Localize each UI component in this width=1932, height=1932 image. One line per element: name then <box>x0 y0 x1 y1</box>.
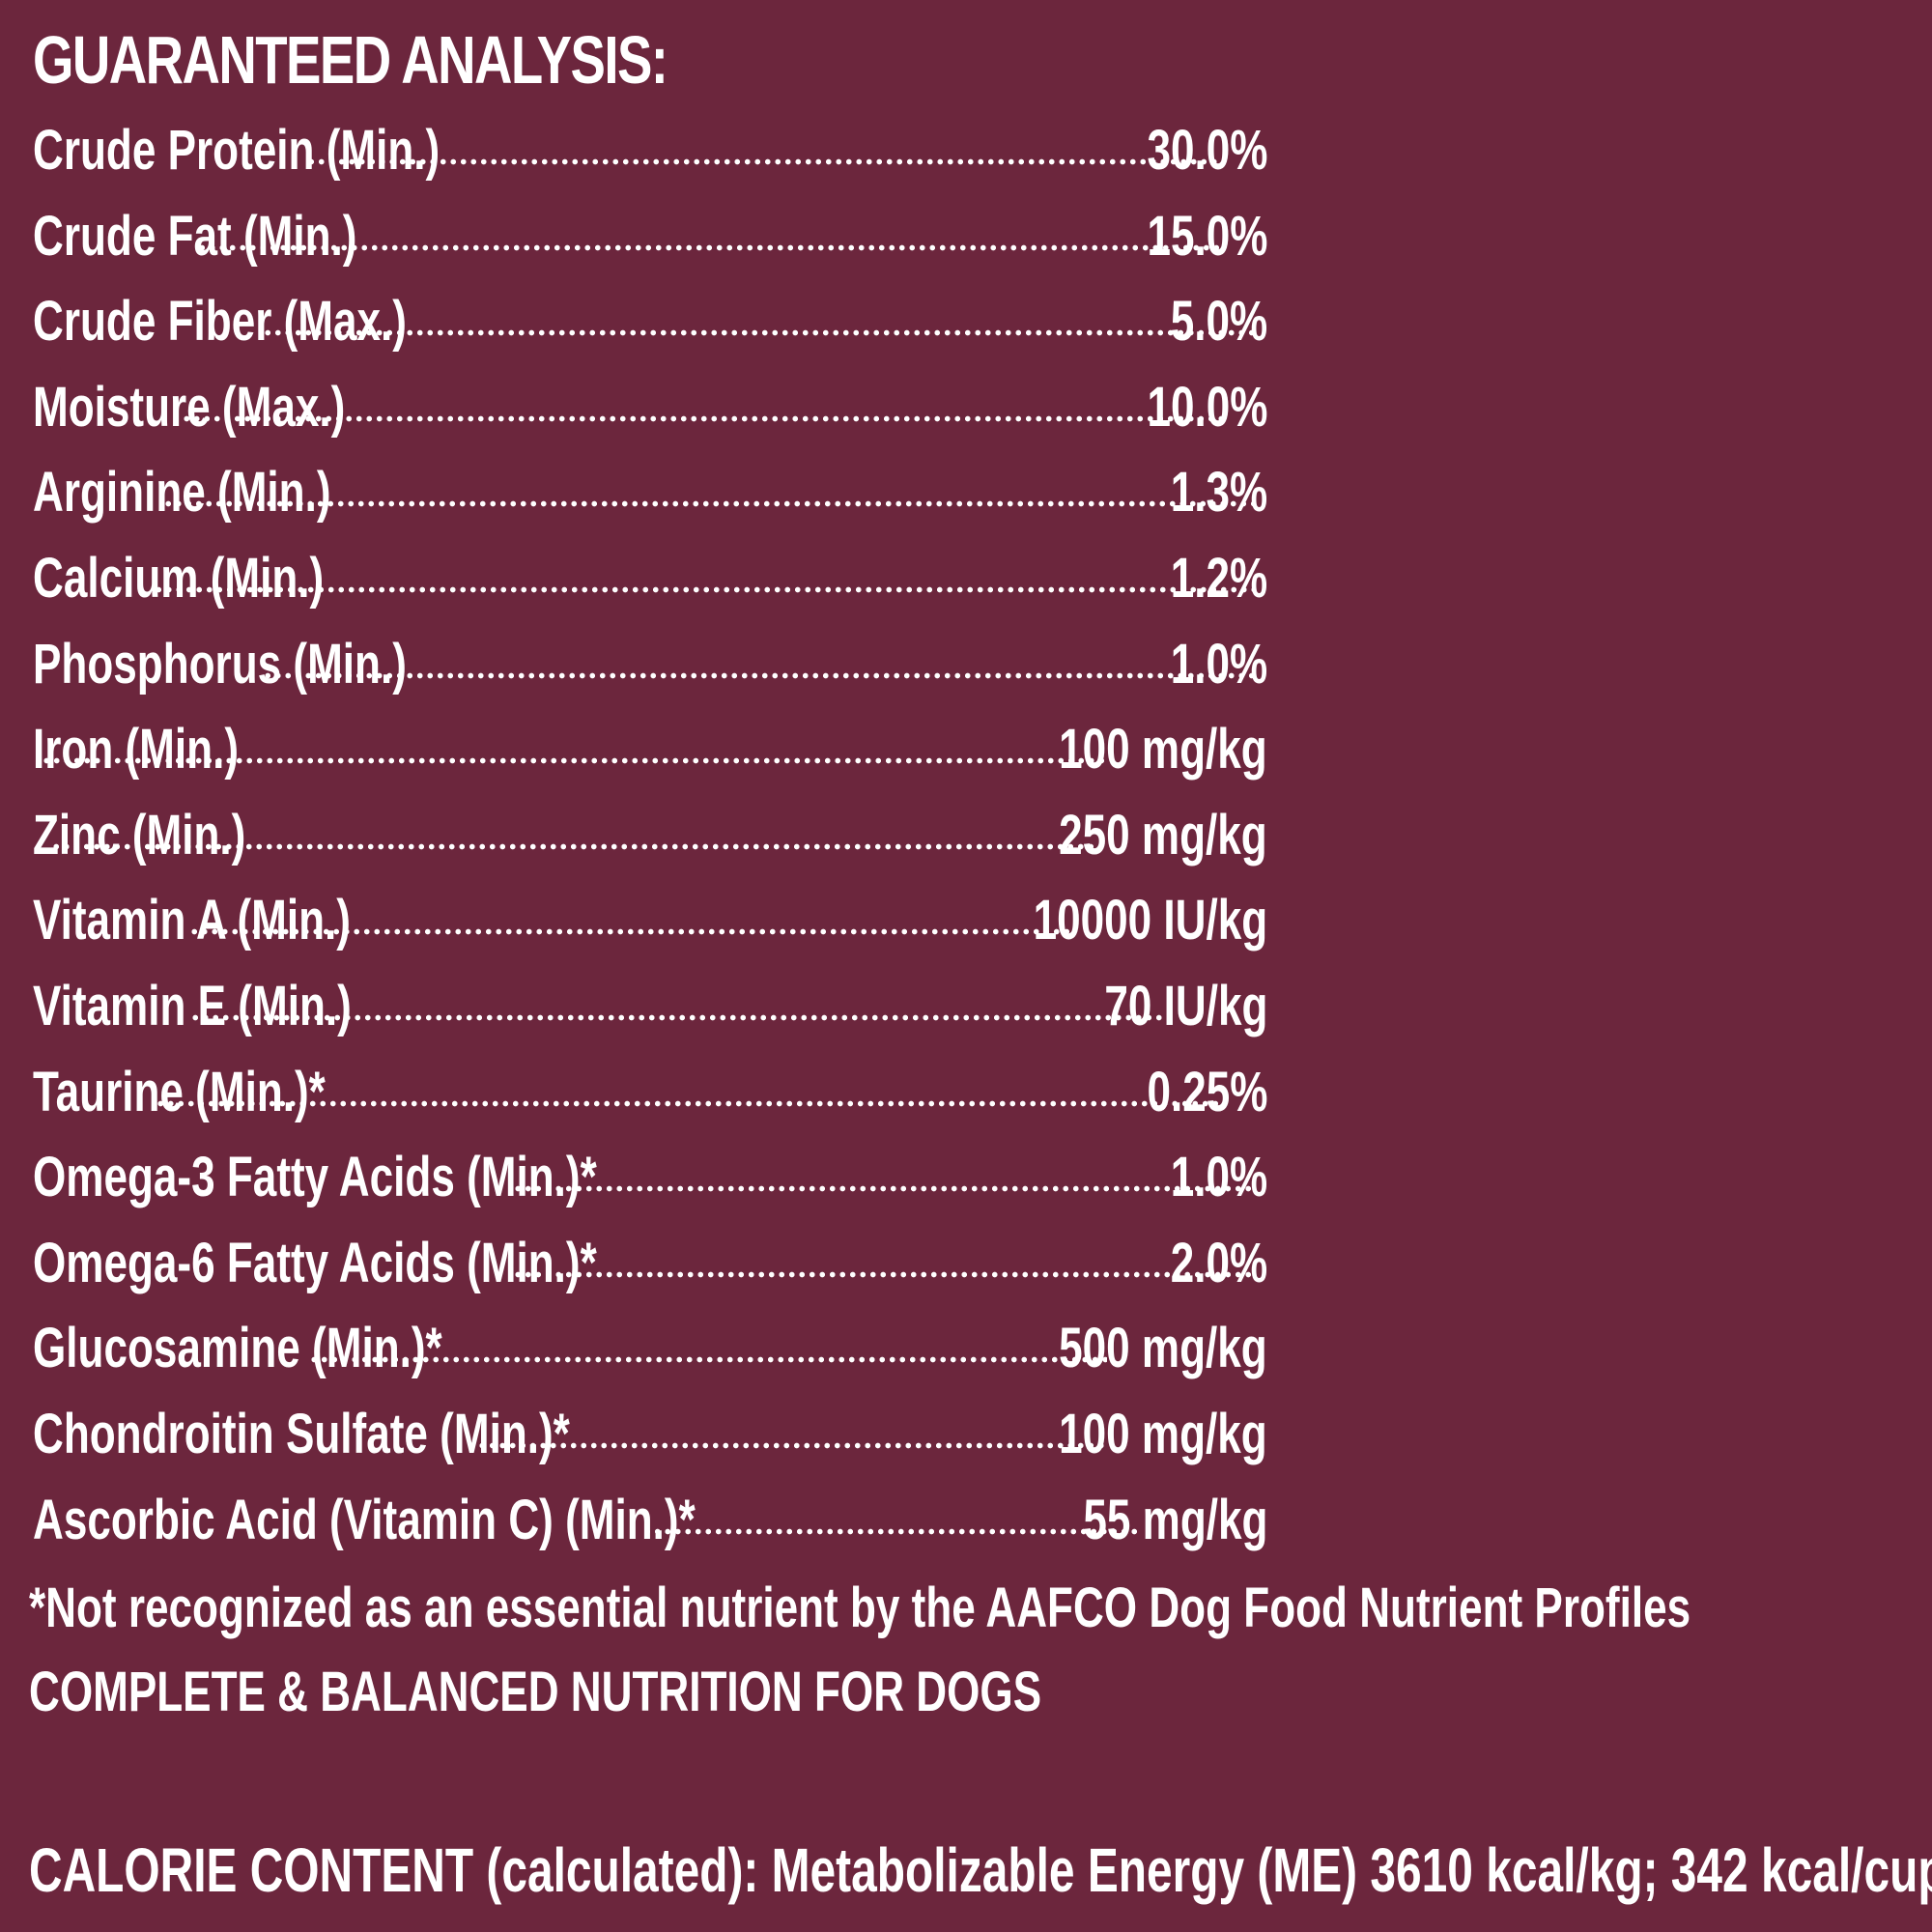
nutrient-value: 500 mg/kg <box>1059 1317 1267 1380</box>
nutrient-value: 100 mg/kg <box>1059 1402 1267 1465</box>
analysis-row: Moisture (Max.) 10.0% <box>33 365 1267 451</box>
nutrient-value: 0.25% <box>1147 1060 1267 1123</box>
analysis-row: Vitamin E (Min.) 70 IU/kg <box>33 964 1267 1050</box>
dot-leader <box>477 1441 1108 1449</box>
nutrient-label: Crude Protein (Min.) <box>33 119 440 182</box>
nutrient-value: 1.0% <box>1170 1146 1267 1209</box>
nutrient-value: 1.0% <box>1170 632 1267 696</box>
aafco-footnote: *Not recognized as an essential nutrient… <box>29 1577 1691 1639</box>
nutrient-label: Ascorbic Acid (Vitamin C) (Min.)* <box>33 1488 696 1551</box>
analysis-list: Crude Protein (Min.) 30.0% Crude Fat (Mi… <box>33 108 1267 1563</box>
dot-leader <box>512 1270 1254 1278</box>
nutrient-value: 15.0% <box>1147 204 1267 268</box>
nutrient-label: Moisture (Max.) <box>33 375 346 439</box>
dot-leader <box>162 500 1254 508</box>
dot-leader <box>262 671 1254 679</box>
nutrient-label: Vitamin A (Min.) <box>33 889 351 952</box>
nutrient-label: Omega-6 Fatty Acids (Min.)* <box>33 1231 597 1294</box>
nutrient-label: Zinc (Min.) <box>33 803 246 867</box>
analysis-row: Chondroitin Sulfate (Min.)* 100 mg/kg <box>33 1392 1267 1478</box>
analysis-row: Calcium (Min.) 1.2% <box>33 536 1267 622</box>
dot-leader <box>309 1356 1108 1364</box>
dot-leader <box>50 842 1108 850</box>
analysis-row: Arginine (Min.) 1.3% <box>33 450 1267 536</box>
dot-leader <box>189 1013 1167 1021</box>
nutrient-value: 30.0% <box>1147 119 1267 182</box>
nutrient-value: 10000 IU/kg <box>1033 889 1267 952</box>
nutrient-value: 55 mg/kg <box>1082 1488 1267 1551</box>
nutrient-value: 250 mg/kg <box>1059 803 1267 867</box>
dot-leader <box>197 243 1223 251</box>
nutrient-label: Omega-3 Fatty Acids (Min.)* <box>33 1146 597 1209</box>
nutrient-value: 100 mg/kg <box>1059 718 1267 781</box>
analysis-row: Taurine (Min.)* 0.25% <box>33 1050 1267 1136</box>
analysis-row: Glucosamine (Min.)* 500 mg/kg <box>33 1306 1267 1392</box>
analysis-row: Crude Fat (Min.) 15.0% <box>33 194 1267 280</box>
calorie-content: CALORIE CONTENT (calculated): Metaboliza… <box>29 1835 1932 1905</box>
dot-leader <box>42 757 1108 765</box>
nutrient-label: Phosphorus (Min.) <box>33 632 407 696</box>
nutrient-label: Calcium (Min.) <box>33 546 325 610</box>
analysis-row: Vitamin A (Min.) 10000 IU/kg <box>33 878 1267 964</box>
nutrient-label: Iron (Min.) <box>33 718 240 781</box>
nutrient-label: Crude Fat (Min.) <box>33 204 357 268</box>
analysis-row: Crude Fiber (Max.) 5.0% <box>33 279 1267 365</box>
nutrient-label: Chondroitin Sulfate (Min.)* <box>33 1402 570 1465</box>
nutrient-value: 10.0% <box>1147 375 1267 439</box>
analysis-row: Omega-3 Fatty Acids (Min.)* 1.0% <box>33 1135 1267 1221</box>
dot-leader <box>512 1185 1254 1193</box>
analysis-row: Phosphorus (Min.) 1.0% <box>33 622 1267 708</box>
nutrient-value: 1.2% <box>1170 546 1267 610</box>
guaranteed-analysis-heading: GUARANTEED ANALYSIS: <box>33 22 668 98</box>
nutrient-label: Crude Fiber (Max.) <box>33 290 407 354</box>
nutrient-value: 70 IU/kg <box>1103 974 1267 1037</box>
nutrient-value: 2.0% <box>1170 1231 1267 1294</box>
analysis-row: Crude Protein (Min.) 30.0% <box>33 108 1267 194</box>
dot-leader <box>154 585 1254 593</box>
nutrient-label: Arginine (Min.) <box>33 461 331 525</box>
nutrient-label: Taurine (Min.)* <box>33 1060 326 1123</box>
dot-leader <box>263 329 1254 337</box>
analysis-row: Ascorbic Acid (Vitamin C) (Min.)* 55 mg/… <box>33 1478 1267 1564</box>
analysis-row: Zinc (Min.) 250 mg/kg <box>33 793 1267 879</box>
analysis-row: Omega-6 Fatty Acids (Min.)* 2.0% <box>33 1221 1267 1307</box>
analysis-row: Iron (Min.) 100 mg/kg <box>33 707 1267 793</box>
nutrient-label: Vitamin E (Min.) <box>33 974 352 1037</box>
nutrient-value: 1.3% <box>1170 461 1267 525</box>
dot-leader <box>188 928 1073 936</box>
nutrition-statement: COMPLETE & BALANCED NUTRITION FOR DOGS <box>29 1661 1042 1723</box>
dot-leader <box>306 158 1223 165</box>
dot-leader <box>182 414 1223 422</box>
dot-leader <box>156 1099 1223 1107</box>
dot-leader <box>642 1527 1139 1535</box>
nutrient-value: 5.0% <box>1170 290 1267 354</box>
nutrient-label: Glucosamine (Min.)* <box>33 1317 442 1380</box>
